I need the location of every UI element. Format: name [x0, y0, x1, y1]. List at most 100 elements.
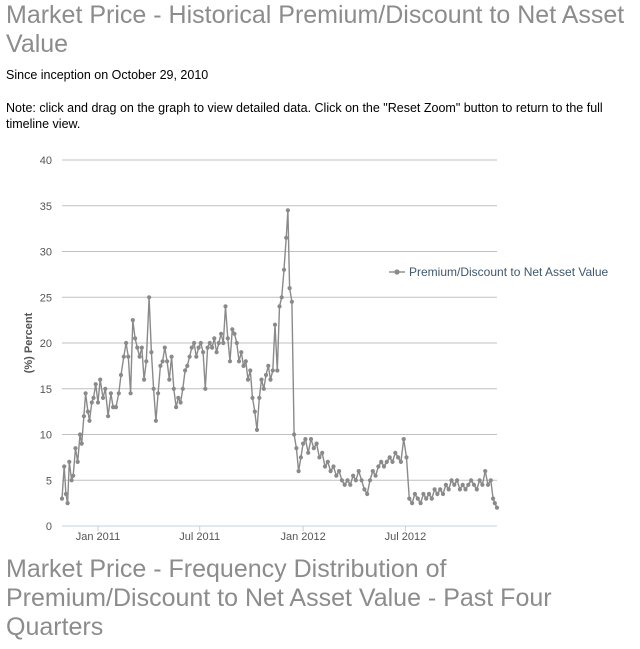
data-point[interactable]	[232, 331, 237, 336]
data-point[interactable]	[234, 340, 239, 346]
data-point[interactable]	[259, 377, 264, 382]
data-point[interactable]	[162, 345, 167, 350]
data-point[interactable]	[404, 455, 409, 460]
data-point[interactable]	[241, 363, 246, 368]
data-point[interactable]	[270, 368, 275, 373]
data-point[interactable]	[176, 395, 181, 400]
data-point[interactable]	[214, 350, 219, 355]
data-point[interactable]	[446, 487, 451, 492]
data-point[interactable]	[192, 340, 197, 346]
data-point[interactable]	[469, 478, 474, 483]
data-point[interactable]	[153, 418, 158, 423]
data-point[interactable]	[415, 496, 420, 501]
data-point[interactable]	[348, 482, 353, 487]
data-point[interactable]	[69, 478, 74, 483]
data-point[interactable]	[426, 491, 432, 497]
data-point[interactable]	[306, 450, 311, 455]
data-point[interactable]	[480, 482, 485, 487]
data-point[interactable]	[421, 491, 426, 497]
data-point[interactable]	[281, 267, 287, 272]
data-point[interactable]	[151, 386, 156, 391]
data-point[interactable]	[118, 372, 124, 378]
data-point[interactable]	[356, 469, 361, 474]
data-point[interactable]	[463, 487, 468, 492]
data-point[interactable]	[147, 295, 152, 300]
data-point[interactable]	[294, 446, 299, 451]
data-point[interactable]	[245, 377, 251, 382]
data-point[interactable]	[261, 386, 266, 391]
data-point[interactable]	[165, 359, 170, 364]
data-point[interactable]	[311, 446, 316, 451]
data-point[interactable]	[483, 469, 488, 474]
data-point[interactable]	[142, 377, 147, 382]
series-line[interactable]	[61, 210, 498, 509]
data-point[interactable]	[362, 487, 367, 492]
data-point[interactable]	[89, 400, 94, 405]
data-point[interactable]	[298, 455, 303, 460]
data-point[interactable]	[320, 450, 325, 455]
data-point[interactable]	[189, 345, 194, 350]
data-point[interactable]	[457, 487, 462, 492]
data-point[interactable]	[351, 473, 356, 478]
data-point[interactable]	[337, 469, 342, 474]
data-point[interactable]	[424, 496, 429, 501]
data-point[interactable]	[203, 386, 208, 391]
data-point[interactable]	[205, 345, 210, 350]
data-point[interactable]	[412, 491, 417, 497]
data-point[interactable]	[373, 473, 378, 478]
data-point[interactable]	[160, 359, 165, 364]
data-point[interactable]	[225, 336, 230, 341]
data-point[interactable]	[339, 478, 344, 483]
data-point[interactable]	[167, 377, 172, 382]
data-point[interactable]	[488, 478, 493, 483]
data-point[interactable]	[393, 450, 398, 455]
data-point[interactable]	[149, 350, 154, 355]
data-point[interactable]	[474, 487, 479, 492]
data-point[interactable]	[93, 382, 98, 387]
data-point[interactable]	[124, 340, 129, 346]
data-point[interactable]	[87, 418, 92, 423]
data-point[interactable]	[156, 391, 161, 396]
data-point[interactable]	[113, 405, 119, 410]
data-point[interactable]	[227, 359, 233, 364]
data-point[interactable]	[438, 487, 443, 492]
data-point[interactable]	[250, 395, 255, 400]
data-point[interactable]	[485, 482, 491, 487]
data-point[interactable]	[401, 437, 406, 442]
data-point[interactable]	[455, 478, 460, 483]
data-point[interactable]	[121, 354, 126, 359]
data-point[interactable]	[268, 377, 273, 382]
data-point[interactable]	[440, 491, 446, 497]
data-point[interactable]	[494, 505, 500, 510]
data-point[interactable]	[81, 414, 86, 419]
data-point[interactable]	[174, 405, 179, 410]
data-point[interactable]	[287, 286, 292, 291]
data-point[interactable]	[83, 391, 88, 396]
data-point[interactable]	[275, 368, 280, 373]
data-point[interactable]	[63, 491, 68, 497]
data-point[interactable]	[59, 496, 65, 501]
data-point[interactable]	[243, 359, 248, 364]
data-point[interactable]	[314, 441, 319, 446]
data-point[interactable]	[178, 400, 183, 405]
data-point[interactable]	[100, 395, 106, 400]
data-point[interactable]	[410, 501, 415, 506]
data-point[interactable]	[221, 340, 226, 346]
data-point[interactable]	[376, 464, 381, 469]
data-point[interactable]	[367, 478, 373, 483]
data-point[interactable]	[429, 496, 434, 501]
data-point[interactable]	[390, 459, 395, 464]
legend-item-label[interactable]: Premium/Discount to Net Asset Value	[409, 265, 609, 279]
data-point[interactable]	[492, 501, 497, 506]
data-point[interactable]	[85, 409, 90, 414]
data-point[interactable]	[180, 386, 185, 391]
data-point[interactable]	[384, 459, 389, 464]
data-point[interactable]	[65, 501, 70, 506]
data-point[interactable]	[67, 459, 72, 464]
data-point[interactable]	[257, 395, 262, 400]
data-point[interactable]	[334, 473, 339, 478]
data-point[interactable]	[196, 345, 201, 350]
data-point[interactable]	[207, 340, 212, 346]
data-point[interactable]	[198, 340, 203, 346]
